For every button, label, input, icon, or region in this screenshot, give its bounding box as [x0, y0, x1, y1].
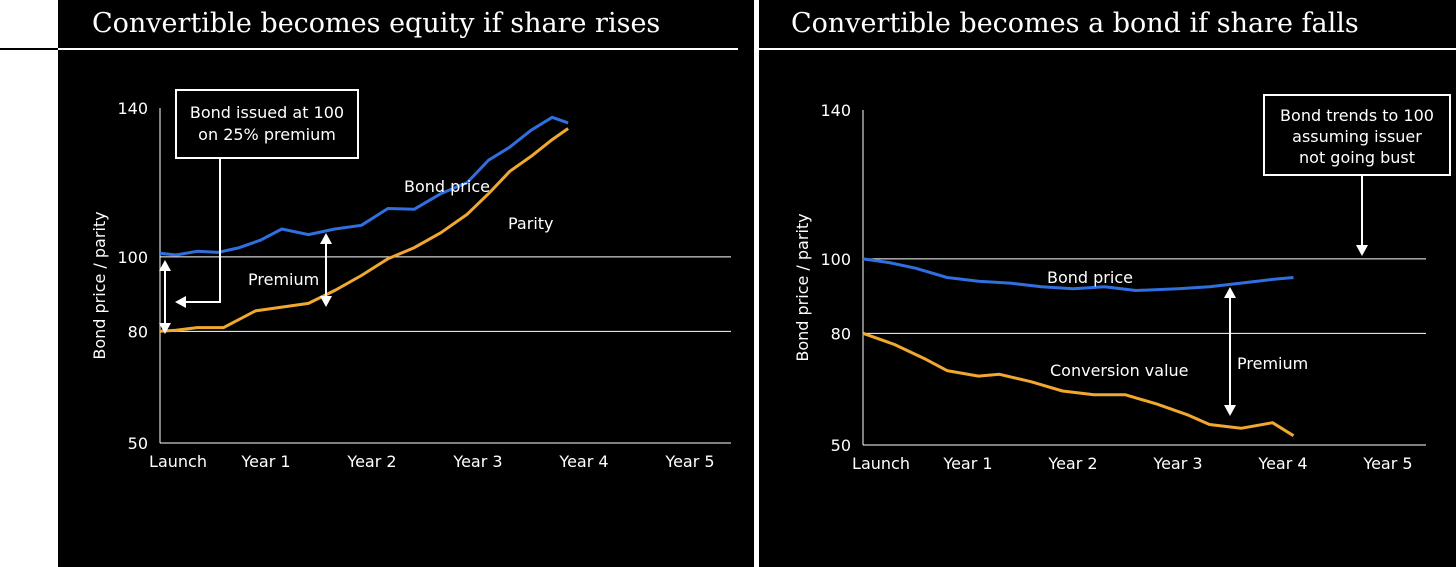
left-margin	[0, 0, 58, 567]
y-tick-label: 50	[831, 436, 851, 455]
bond-trends-annotation-box	[1263, 94, 1451, 176]
leader-arrowhead	[175, 296, 186, 308]
y-tick-label: 80	[128, 322, 148, 341]
y-tick-label: 100	[117, 248, 148, 267]
left-chart-svg: 50 80 100 140 Launch Year 1 Year 2 Year 3 Year 4…	[90, 89, 731, 471]
leader-arrowhead	[1356, 245, 1368, 256]
bond-price-label: Bond price	[1047, 268, 1133, 287]
arrowhead-up	[1224, 287, 1236, 298]
parity-line	[862, 331, 1295, 437]
x-tick-label: Year 2	[346, 452, 396, 471]
chart-title: Convertible becomes a bond if share fall…	[791, 8, 1359, 39]
y-tick-label: 140	[117, 99, 148, 118]
x-tick-label: Year 3	[452, 452, 502, 471]
issued-annotation-text: Bond issued at 100	[190, 103, 344, 122]
x-tick-label: Year 5	[1362, 454, 1412, 473]
title-rule	[58, 48, 738, 50]
issued-annotation-box	[175, 89, 359, 159]
y-tick-label: 100	[820, 250, 851, 269]
bond-trends-annotation-text: Bond trends to 100	[1280, 106, 1434, 125]
issued-annotation-text: on 25% premium	[198, 125, 336, 144]
arrowhead-up	[320, 233, 332, 244]
y-tick-label: 80	[831, 324, 851, 343]
parity-label: Parity	[508, 214, 554, 233]
arrowhead-up	[159, 260, 171, 271]
x-tick-label: Year 5	[664, 452, 714, 471]
x-tick-label: Year 1	[942, 454, 992, 473]
arrowhead-down	[320, 296, 332, 307]
x-tick-label: Launch	[852, 454, 910, 473]
y-axis-label: Bond price / parity	[793, 213, 812, 361]
x-tick-label: Year 2	[1047, 454, 1097, 473]
x-tick-label: Year 4	[1257, 454, 1307, 473]
bond-trends-annotation-text: not going bust	[1299, 148, 1415, 167]
y-tick-label: 50	[128, 434, 148, 453]
y-axis-label: Bond price / parity	[90, 211, 109, 359]
bond-trends-annotation-text: assuming issuer	[1292, 127, 1422, 146]
premium-label: Premium	[1237, 354, 1308, 373]
x-tick-label: Year 4	[558, 452, 608, 471]
x-tick-label: Launch	[149, 452, 207, 471]
bond-price-label: Bond price	[404, 177, 490, 196]
bond-price-line	[159, 115, 569, 257]
x-tick-label: Year 3	[1152, 454, 1202, 473]
conversion-value-label: Conversion value	[1050, 361, 1189, 380]
right-chart-svg: 50 80 100 140 Launch Year 1 Year 2 Year 3 Year 4…	[793, 94, 1451, 473]
chart-title: Convertible becomes equity if share rise…	[92, 8, 661, 39]
arrowhead-down	[1224, 405, 1236, 416]
left-margin-rule	[0, 48, 58, 50]
bond-price-line	[862, 257, 1294, 292]
issued-annotation-leader	[184, 158, 221, 303]
right-chart-panel: Convertible becomes a bond if share fall…	[759, 0, 1456, 567]
title-rule	[759, 48, 1456, 50]
arrowhead-down	[159, 323, 171, 334]
premium-label: Premium	[248, 270, 319, 289]
parity-line	[159, 127, 569, 333]
y-tick-label: 140	[820, 101, 851, 120]
x-tick-label: Year 1	[240, 452, 290, 471]
left-chart-panel: Convertible becomes equity if share rise…	[58, 0, 754, 567]
